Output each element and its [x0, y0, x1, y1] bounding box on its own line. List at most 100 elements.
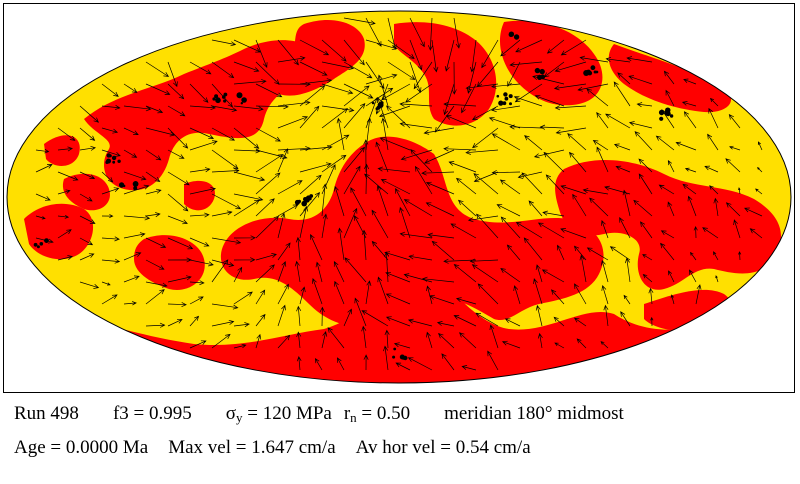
velocity-arrow: [233, 291, 253, 305]
black-dot: [106, 158, 111, 164]
velocity-arrow: [521, 172, 543, 195]
velocity-arrow: [365, 39, 398, 51]
velocity-arrow: [586, 88, 609, 107]
velocity-arrow: [319, 306, 325, 327]
velocity-arrow: [469, 258, 499, 264]
black-dot: [403, 355, 408, 361]
velocity-arrow: [363, 163, 370, 195]
velocity-arrow: [101, 149, 121, 157]
velocity-arrow: [343, 85, 370, 107]
velocity-arrow: [321, 134, 350, 151]
velocity-arrow: [315, 261, 323, 283]
black-dot: [223, 92, 228, 97]
velocity-arrow: [622, 189, 631, 217]
velocity-arrow: [211, 319, 235, 327]
velocity-arrow: [299, 191, 321, 217]
black-dot: [498, 100, 504, 106]
velocity-arrow: [683, 78, 697, 85]
velocity-arrow: [277, 283, 289, 305]
velocity-arrow: [167, 302, 187, 308]
velocity-arrow: [364, 173, 389, 195]
velocity-arrow: [343, 146, 366, 173]
velocity-arrow: [477, 283, 499, 305]
velocity-arrow: [554, 105, 587, 111]
velocity-arrow: [537, 222, 565, 239]
velocity-arrow: [294, 260, 301, 283]
velocity-arrow: [507, 61, 521, 87]
black-dot: [376, 105, 381, 110]
velocity-arrow: [167, 237, 194, 250]
black-dot: [117, 159, 121, 163]
velocity-arrow: [299, 205, 309, 239]
velocity-arrow: [167, 171, 190, 186]
velocity-arrow: [553, 316, 565, 327]
velocity-arrow: [123, 252, 142, 261]
velocity-arrow: [725, 158, 741, 173]
velocity-arrow: [145, 149, 162, 161]
velocity-arrow: [343, 61, 373, 79]
velocity-arrow: [633, 199, 653, 217]
velocity-arrow: [384, 251, 390, 283]
velocity-arrow: [189, 127, 215, 139]
velocity-arrow: [277, 260, 287, 283]
velocity-arrow: [504, 318, 521, 327]
velocity-arrow: [573, 317, 587, 327]
velocity-arrow: [167, 105, 186, 117]
velocity-arrow: [350, 187, 367, 217]
black-dot: [509, 102, 512, 106]
velocity-arrow: [211, 39, 237, 47]
velocity-arrow: [471, 264, 499, 283]
velocity-arrow: [667, 159, 675, 173]
velocity-arrow: [79, 215, 96, 224]
velocity-arrow: [542, 210, 565, 217]
black-dot: [508, 94, 513, 99]
velocity-arrow: [500, 39, 521, 57]
black-dot: [214, 94, 219, 99]
velocity-arrow: [403, 273, 433, 283]
velocity-arrow: [377, 276, 389, 305]
velocity-arrow: [57, 229, 72, 239]
black-dot: [658, 109, 665, 116]
velocity-arrow: [546, 39, 565, 54]
velocity-arrow: [617, 72, 631, 85]
velocity-arrow: [79, 127, 96, 141]
velocity-arrow: [211, 210, 233, 217]
velocity-arrow: [365, 87, 394, 107]
velocity-arrow: [299, 85, 326, 107]
velocity-arrow: [79, 253, 95, 261]
velocity-arrow: [377, 74, 389, 107]
velocity-arrow: [321, 39, 347, 62]
velocity-arrow: [343, 207, 358, 239]
velocity-arrow: [555, 127, 587, 135]
black-dot: [664, 110, 670, 116]
velocity-arrow: [413, 61, 433, 90]
velocity-arrow: [337, 357, 345, 371]
velocity-arrow: [576, 338, 587, 349]
black-dot: [123, 184, 126, 188]
velocity-arrow: [167, 83, 185, 100]
velocity-arrow: [145, 289, 165, 305]
velocity-arrow: [738, 187, 741, 195]
velocity-arrow: [443, 146, 477, 152]
velocity-arrow: [399, 121, 433, 129]
velocity-arrow: [211, 61, 235, 79]
caption-line-1: Run 498 f3 = 0.995 σy = 120 MPa rn = 0.50 me…: [14, 403, 624, 425]
velocity-arrow: [255, 215, 279, 239]
velocity-arrow: [321, 105, 355, 113]
velocity-arrow: [663, 70, 675, 85]
velocity-arrow: [211, 259, 235, 267]
velocity-arrow: [255, 313, 266, 327]
velocity-arrow: [79, 105, 100, 123]
velocity-arrow: [343, 83, 374, 99]
velocity-arrow: [145, 105, 164, 114]
velocity-arrow: [572, 193, 587, 217]
velocity-arrow: [509, 124, 543, 130]
velocity-arrow: [101, 83, 119, 97]
velocity-arrow: [211, 149, 239, 170]
black-dot: [223, 99, 227, 103]
caption-age: Age = 0.0000 Ma: [14, 437, 149, 458]
velocity-arrow: [365, 17, 382, 47]
velocity-arrow: [57, 146, 73, 152]
velocity-arrow: [453, 263, 477, 283]
velocity-arrow: [682, 183, 697, 195]
